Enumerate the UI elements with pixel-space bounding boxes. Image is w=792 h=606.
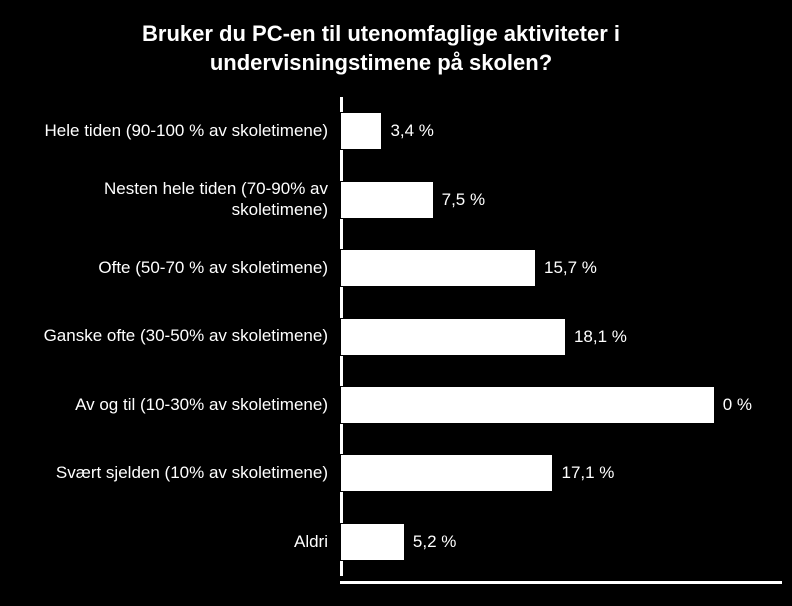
bar: [340, 181, 434, 219]
bar-wrap: 5,2 %: [340, 513, 752, 571]
value-label: 18,1 %: [566, 327, 627, 347]
value-label: 17,1 %: [553, 463, 614, 483]
category-label: Ganske ofte (30-50% av skoletimene): [10, 326, 340, 346]
bar-wrap: 7,5 %: [340, 171, 752, 229]
value-label: 0 %: [715, 395, 752, 415]
bar: [340, 386, 715, 424]
value-label: 15,7 %: [536, 258, 597, 278]
bar-wrap: 15,7 %: [340, 239, 752, 297]
bar-row: Hele tiden (90-100 % av skoletimene) 3,4…: [10, 102, 752, 160]
bar: [340, 249, 536, 287]
category-label: Hele tiden (90-100 % av skoletimene): [10, 121, 340, 141]
bar: [340, 454, 553, 492]
category-label: Svært sjelden (10% av skoletimene): [10, 463, 340, 483]
bar-row: Ganske ofte (30-50% av skoletimene) 18,1…: [10, 308, 752, 366]
bar-row: Av og til (10-30% av skoletimene) 0 %: [10, 376, 752, 434]
bar: [340, 523, 405, 561]
x-axis-line: [340, 581, 782, 584]
value-label: 5,2 %: [405, 532, 456, 552]
category-label: Av og til (10-30% av skoletimene): [10, 395, 340, 415]
category-label: Aldri: [10, 532, 340, 552]
bar-row: Nesten hele tiden (70-90% av skoletimene…: [10, 171, 752, 229]
chart-body: Hele tiden (90-100 % av skoletimene) 3,4…: [10, 97, 752, 576]
bar-row: Svært sjelden (10% av skoletimene) 17,1 …: [10, 444, 752, 502]
bar: [340, 318, 566, 356]
category-label: Nesten hele tiden (70-90% av skoletimene…: [10, 179, 340, 220]
bar-row: Aldri 5,2 %: [10, 513, 752, 571]
category-label: Ofte (50-70 % av skoletimene): [10, 258, 340, 278]
bar: [340, 112, 382, 150]
bar-wrap: 17,1 %: [340, 444, 752, 502]
bar-wrap: 0 %: [340, 376, 752, 434]
value-label: 3,4 %: [382, 121, 433, 141]
value-label: 7,5 %: [434, 190, 485, 210]
chart-container: Bruker du PC-en til utenomfaglige aktivi…: [0, 0, 792, 606]
bar-row: Ofte (50-70 % av skoletimene) 15,7 %: [10, 239, 752, 297]
chart-title: Bruker du PC-en til utenomfaglige aktivi…: [10, 20, 752, 77]
bar-wrap: 3,4 %: [340, 102, 752, 160]
bar-wrap: 18,1 %: [340, 308, 752, 366]
